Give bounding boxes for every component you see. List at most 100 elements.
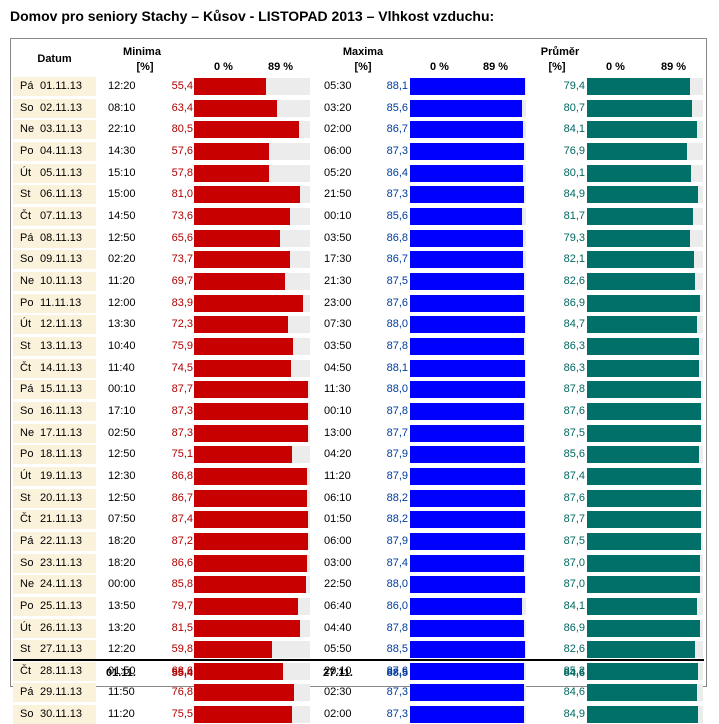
max-bar [410, 490, 525, 507]
avg-bar [587, 425, 702, 442]
max-time: 11:20 [324, 470, 351, 482]
max-bar-track [410, 208, 526, 225]
min-bar-track [194, 316, 310, 333]
max-bar [410, 100, 522, 117]
min-bar [194, 316, 289, 333]
min-value: 81,5 [171, 622, 193, 634]
prumer-scale-min: 0 % [606, 61, 625, 73]
max-bar [410, 360, 525, 377]
max-value: 87,3 [386, 188, 408, 200]
avg-value: 87,6 [563, 405, 585, 417]
min-bar [194, 446, 292, 463]
max-bar [410, 403, 525, 420]
max-value: 88,1 [386, 80, 408, 92]
min-bar [194, 663, 284, 680]
max-time: 02:00 [324, 708, 352, 720]
max-value: 88,2 [386, 492, 408, 504]
max-bar-track [410, 425, 526, 442]
day-name: Pá [20, 232, 34, 244]
day-name: St [20, 643, 31, 655]
max-value: 87,3 [386, 686, 408, 698]
avg-bar-track [587, 121, 703, 138]
avg-bar-track [587, 576, 703, 593]
min-bar [194, 576, 306, 593]
max-bar-track [410, 684, 526, 701]
min-time: 12:50 [108, 232, 136, 244]
min-value: 79,7 [171, 600, 193, 612]
min-bar-track [194, 338, 310, 355]
avg-bar [587, 511, 702, 528]
date-value: 04.11.13 [40, 145, 83, 157]
min-value: 72,3 [171, 318, 193, 330]
date-cell: Čt 28.11.13 [13, 662, 96, 681]
min-bar-track [194, 555, 310, 572]
min-value: 75,9 [171, 340, 193, 352]
max-bar [410, 706, 524, 723]
avg-bar-track [587, 100, 703, 117]
min-bar-track [194, 186, 310, 203]
max-time: 01:50 [324, 513, 352, 525]
date-value: 23.11.13 [40, 557, 83, 569]
date-value: 27.11.13 [40, 643, 83, 655]
min-bar-track [194, 208, 310, 225]
avg-bar [587, 598, 697, 615]
day-name: St [20, 188, 31, 200]
min-bar [194, 251, 291, 268]
day-name: Ne [20, 427, 35, 439]
avg-value: 84,9 [563, 188, 585, 200]
max-value: 87,3 [386, 145, 408, 157]
avg-value: 82,6 [563, 643, 585, 655]
max-value: 85,6 [386, 210, 408, 222]
min-value: 63,4 [171, 102, 193, 114]
date-value: 05.11.13 [40, 167, 83, 179]
min-time: 08:10 [108, 102, 136, 114]
avg-bar-track [587, 360, 703, 377]
max-bar [410, 338, 525, 355]
date-cell: St 13.11.13 [13, 337, 96, 356]
avg-value: 84,9 [563, 708, 585, 720]
min-bar [194, 230, 280, 247]
min-time: 01:50 [108, 665, 136, 677]
min-time: 11:50 [108, 686, 135, 698]
day-name: So [20, 253, 34, 265]
maxima-scale-min: 0 % [430, 61, 449, 73]
header-maxima: Maxima [342, 46, 384, 58]
date-value: 20.11.13 [40, 492, 83, 504]
min-value: 69,7 [171, 275, 193, 287]
page-title: Domov pro seniory Stachy – Kůsov - LISTO… [10, 8, 495, 24]
max-time: 04:20 [324, 448, 352, 460]
summary-min-value: 55,4 [171, 667, 193, 679]
date-cell: So 30.11.13 [13, 705, 96, 724]
min-bar [194, 208, 290, 225]
date-value: 22.11.13 [40, 535, 83, 547]
avg-value: 79,4 [563, 80, 585, 92]
max-value: 87,8 [386, 622, 408, 634]
avg-bar-track [587, 403, 703, 420]
date-cell: St 27.11.13 [13, 640, 96, 659]
max-time: 04:40 [324, 622, 352, 634]
avg-bar [587, 295, 701, 312]
max-time: 05:20 [324, 167, 352, 179]
date-cell: Čt 21.11.13 [13, 510, 96, 529]
date-cell: St 06.11.13 [13, 185, 96, 204]
min-value: 81,0 [171, 188, 193, 200]
date-value: 17.11.13 [40, 427, 83, 439]
max-value: 88,0 [386, 578, 408, 590]
date-value: 02.11.13 [40, 102, 83, 114]
avg-bar-track [587, 446, 703, 463]
avg-bar-track [587, 468, 703, 485]
max-bar-track [410, 360, 526, 377]
day-name: Pá [20, 383, 34, 395]
min-time: 02:20 [108, 253, 136, 265]
avg-bar-track [587, 208, 703, 225]
date-value: 25.11.13 [40, 600, 83, 612]
avg-value: 84,1 [563, 600, 585, 612]
max-bar-track [410, 511, 526, 528]
min-bar-track [194, 403, 310, 420]
date-value: 14.11.13 [40, 362, 83, 374]
date-value: 06.11.13 [40, 188, 83, 200]
min-bar-track [194, 576, 310, 593]
avg-bar [587, 620, 701, 637]
max-bar [410, 641, 526, 658]
min-value: 68,6 [171, 665, 193, 677]
